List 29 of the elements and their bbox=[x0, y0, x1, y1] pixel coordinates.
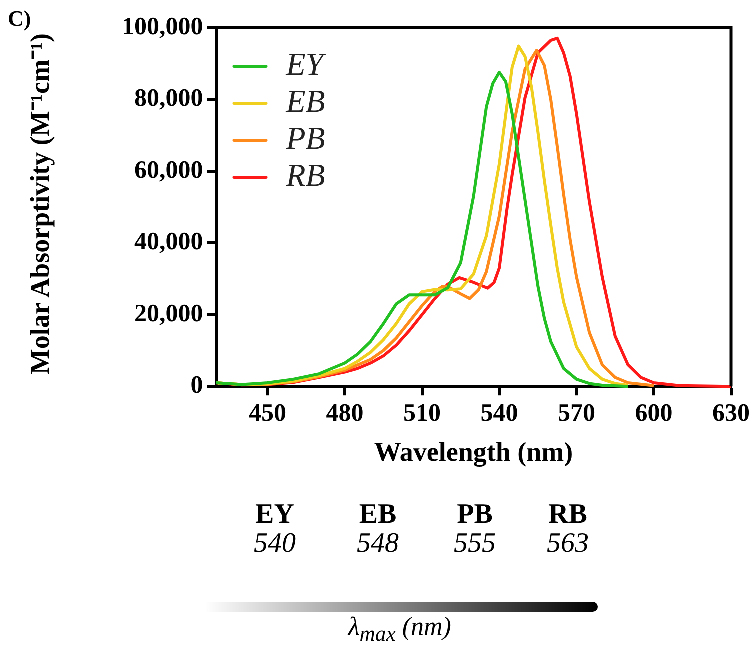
x-axis-title: Wavelength (nm) bbox=[374, 436, 574, 467]
x-tick-label: 480 bbox=[326, 400, 364, 428]
y-tick-label: 0 bbox=[190, 372, 204, 400]
text: EY bbox=[254, 499, 296, 530]
legend-label: PB bbox=[285, 120, 326, 156]
text: 540 bbox=[253, 528, 297, 559]
x-tick-label: 630 bbox=[712, 400, 750, 428]
y-tick-label: 40,000 bbox=[134, 228, 204, 256]
text: C) bbox=[8, 6, 32, 32]
x-tick-label: 450 bbox=[249, 400, 286, 428]
text: λ$_{max}$ (nm) bbox=[346, 612, 452, 648]
x-tick-label: 570 bbox=[558, 400, 596, 428]
y-tick-label: 20,000 bbox=[134, 300, 204, 328]
text: 563 bbox=[546, 528, 590, 559]
y-tick-label: 100,000 bbox=[122, 13, 204, 40]
legend-label: EY bbox=[285, 46, 327, 82]
text: PB bbox=[456, 499, 494, 530]
legend-label: RB bbox=[285, 156, 326, 193]
text: RB bbox=[548, 499, 588, 530]
text: 548 bbox=[356, 528, 400, 559]
text: EB bbox=[358, 499, 398, 530]
y-tick-label: 60,000 bbox=[134, 156, 204, 184]
x-tick-label: 540 bbox=[480, 400, 518, 428]
x-tick-label: 510 bbox=[404, 400, 441, 428]
x-tick-label: 600 bbox=[635, 400, 673, 428]
text: 555 bbox=[453, 528, 497, 559]
y-axis-title: Molar Absorptivity (M⁻¹cm⁻¹) bbox=[25, 33, 55, 375]
legend-label: EB bbox=[285, 82, 326, 119]
y-tick-label: 80,000 bbox=[134, 85, 204, 112]
